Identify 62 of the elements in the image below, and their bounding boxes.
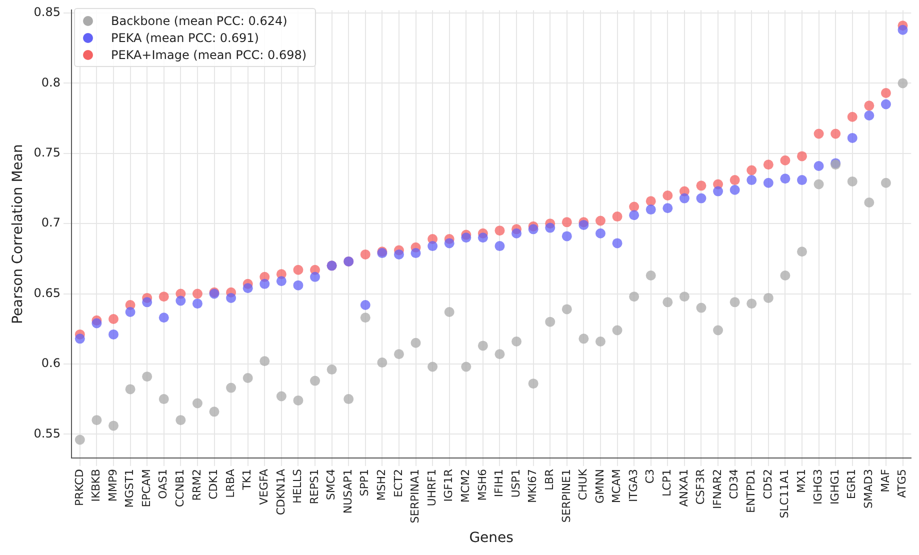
x-tick-label: SERPINA1 <box>408 468 422 524</box>
x-tick-label: CD34 <box>728 468 741 500</box>
x-tick-label: SLC11A1 <box>778 468 792 518</box>
x-tick-label: GMNN <box>593 468 606 504</box>
y-tick-label: 0.7 <box>41 216 61 230</box>
x-tick-label: MGST1 <box>123 468 136 508</box>
legend-label: PEKA+Image (mean PCC: 0.698) <box>111 48 307 62</box>
x-tick-label: ATG5 <box>896 468 909 498</box>
x-tick-label: IFNAR2 <box>710 468 724 509</box>
x-tick-label: RRM2 <box>190 468 204 501</box>
x-axis-title: Genes <box>469 530 514 546</box>
x-tick-label: SPP1 <box>358 468 372 496</box>
x-tick-label: CD52 <box>761 468 774 500</box>
y-tick-label: 0.85 <box>34 5 61 20</box>
x-tick-label: MKI67 <box>526 468 540 503</box>
y-tick-label: 0.75 <box>34 146 61 160</box>
x-tick-label: MCAM <box>610 468 624 504</box>
x-tick-label: USP1 <box>509 468 522 498</box>
x-tick-label: IGF1R <box>442 468 456 502</box>
x-tick-label: HELLS <box>291 468 304 504</box>
x-tick-label: IKBKB <box>90 468 103 502</box>
x-tick-label: MMP9 <box>106 468 120 502</box>
x-tick-label: IFIH1 <box>492 468 506 498</box>
x-tick-label: CCNB1 <box>174 468 187 508</box>
x-tick-label: MCM2 <box>459 468 472 503</box>
x-tick-label: MSH6 <box>476 468 489 501</box>
x-tick-label: IGHG1 <box>828 468 842 505</box>
x-tick-label: CHUK <box>576 468 590 500</box>
y-tick-label: 0.6 <box>41 356 61 370</box>
x-tick-label: CSF3R <box>694 468 708 505</box>
legend-label: PEKA (mean PCC: 0.691) <box>111 30 259 44</box>
y-tick-label: 0.65 <box>34 286 61 300</box>
y-tick-label: 0.55 <box>34 426 61 440</box>
x-tick-label: OAS1 <box>156 468 170 499</box>
x-tick-label: MX1 <box>794 468 808 494</box>
x-tick-label: CDKN1A <box>274 468 288 516</box>
x-tick-label: LCP1 <box>660 468 674 496</box>
legend-label: Backbone (mean PCC: 0.624) <box>111 14 288 28</box>
x-tick-label: TK1 <box>240 468 254 491</box>
x-tick-label: IGHG3 <box>812 468 825 505</box>
x-tick-label: ENTPD1 <box>744 468 758 513</box>
x-tick-label: EPCAM <box>140 468 153 508</box>
y-tick-label: 0.8 <box>41 75 61 90</box>
x-tick-label: SERPINE1 <box>560 468 573 523</box>
x-tick-label: REPS1 <box>308 468 321 504</box>
x-tick-label: MSH2 <box>375 468 388 501</box>
x-tick-label: VEGFA <box>257 468 270 505</box>
x-tick-label: ANXA1 <box>677 468 690 507</box>
x-tick-label: MAF <box>878 468 892 492</box>
x-tick-label: ITGA3 <box>626 468 640 502</box>
x-tick-label: NUSAP1 <box>341 468 354 514</box>
x-tick-label: ECT2 <box>392 468 405 498</box>
x-tick-label: C3 <box>644 468 657 484</box>
x-tick-label: UHRF1 <box>425 468 438 506</box>
x-tick-label: PRKCD <box>72 468 86 506</box>
x-tick-label: SMAD3 <box>862 468 876 508</box>
x-tick-label: CDK1 <box>207 468 220 500</box>
x-tick-label: LRBA <box>224 468 237 498</box>
y-axis-title: Pearson Correlation Mean <box>10 144 26 324</box>
x-tick-label: LBR <box>542 468 556 490</box>
x-tick-label: EGR1 <box>845 468 858 500</box>
x-tick-label: SMC4 <box>324 468 338 500</box>
